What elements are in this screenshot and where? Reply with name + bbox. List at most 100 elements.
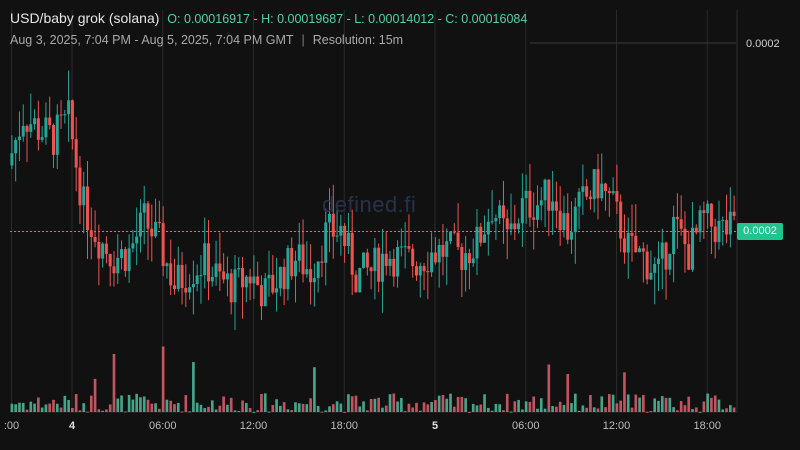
volume-bar [566, 374, 570, 412]
candle-body [581, 186, 585, 192]
volume-bar [324, 410, 328, 412]
volume-bar [97, 409, 101, 412]
volume-bar [384, 405, 388, 412]
volume-bar [513, 401, 517, 412]
candle-body [108, 253, 112, 267]
volume-bar [683, 405, 687, 412]
candle-body [713, 226, 717, 243]
volume-bar [698, 411, 702, 413]
candle-body [600, 183, 604, 199]
chart-header: USD/baby grok (solana) O: 0.00016917 - H… [10, 10, 527, 26]
volume-bar [679, 401, 683, 412]
x-tick-label: 06:00 [149, 420, 177, 432]
candle-body [501, 205, 505, 219]
x-tick-label: 18:00 [330, 420, 358, 432]
candle-body [653, 263, 657, 273]
volume-bar [222, 396, 225, 412]
candle-body [460, 246, 464, 270]
candle-body [225, 273, 229, 280]
volume-bar [694, 407, 698, 412]
volume-bar [611, 394, 615, 412]
candle-body [380, 253, 384, 282]
candle-body [535, 205, 539, 220]
volume-bar [120, 395, 123, 412]
candle-body [222, 271, 226, 280]
candle-body [25, 125, 29, 132]
candle-body [656, 258, 660, 264]
candle-body [157, 221, 161, 224]
volume-bar [464, 398, 467, 412]
volume-bar [263, 393, 267, 412]
volume-bar [585, 407, 588, 412]
volume-bar [78, 410, 82, 412]
volume-bar [180, 411, 184, 413]
volume-bar [604, 407, 607, 412]
candle-body [59, 114, 63, 116]
candle-body [422, 266, 426, 272]
volume-bar [381, 407, 384, 412]
candle-body [615, 191, 619, 202]
volume-bar [48, 403, 52, 412]
candle-body [63, 114, 67, 116]
volume-bars [10, 346, 736, 413]
candle-body [104, 243, 108, 254]
volume-bar [192, 362, 195, 412]
axes: :00 4 06:00 12:00 18:00 5 06:00 12:00 18:00 0.000… [4, 38, 780, 432]
volume-bar [721, 409, 725, 412]
volume-bar [460, 396, 464, 412]
pair-title: USD/baby grok (solana) [10, 10, 160, 26]
candle-body [728, 211, 732, 235]
candle-body [331, 213, 335, 237]
volume-bar [517, 399, 520, 412]
candle-body [195, 275, 199, 284]
candle-body [180, 264, 184, 289]
candle-body [36, 118, 40, 140]
volume-bar [475, 405, 479, 412]
volume-bar [71, 407, 74, 412]
candle-body [441, 245, 445, 257]
candle-body [123, 249, 127, 271]
candle-body [539, 200, 543, 206]
candle-body [67, 100, 71, 115]
volume-bar [490, 410, 494, 412]
candle-body [585, 186, 589, 197]
candle-body [388, 258, 392, 266]
volume-bar [297, 403, 301, 412]
volume-bar [331, 404, 335, 412]
volume-bar [135, 393, 138, 412]
volume-bar [558, 401, 562, 412]
candle-body [471, 258, 475, 264]
volume-bar [290, 410, 294, 412]
volume-bar [528, 401, 532, 412]
candle-body [271, 274, 275, 293]
candle-body [528, 190, 532, 218]
volume-bar [676, 410, 679, 412]
candle-body [70, 100, 74, 140]
candle-body [403, 246, 407, 248]
candle-body [524, 190, 528, 199]
volume-bar [14, 404, 17, 412]
candle-body [494, 218, 498, 222]
volume-bar [642, 394, 645, 412]
candle-body [486, 221, 490, 235]
candle-body [592, 169, 596, 200]
candle-body [14, 139, 18, 154]
volume-bar [74, 394, 78, 412]
candle-body [675, 216, 679, 220]
candle-body [293, 260, 297, 277]
volume-bar [581, 405, 585, 412]
volume-bar [623, 372, 626, 412]
volume-bar [158, 408, 161, 412]
candle-body [577, 191, 581, 207]
candle-body [532, 217, 536, 220]
volume-bar [562, 405, 566, 412]
candle-body [505, 218, 509, 230]
candle-body [570, 232, 574, 240]
volume-bar [116, 398, 120, 412]
volume-bar [362, 401, 365, 412]
candle-body [165, 263, 169, 267]
volume-bar [142, 396, 146, 412]
candle-body [694, 227, 698, 233]
volume-bar [498, 404, 501, 412]
